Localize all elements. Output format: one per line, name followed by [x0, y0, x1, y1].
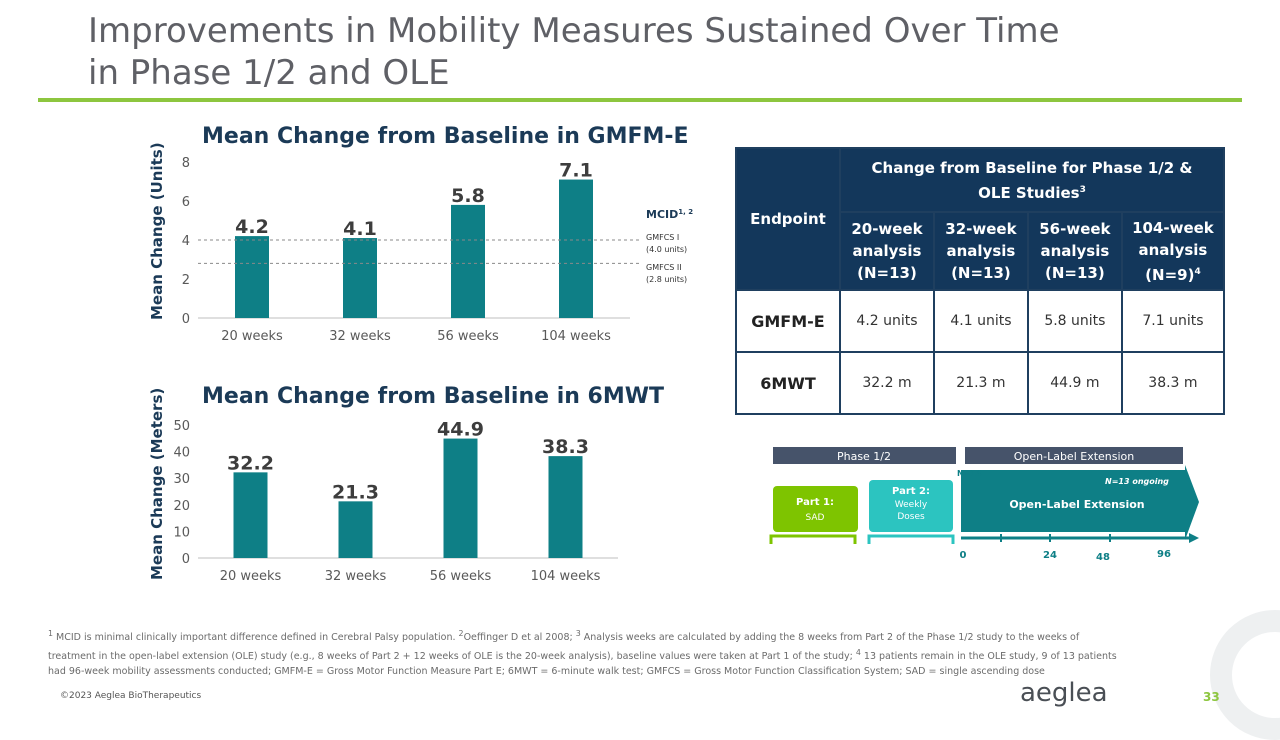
- 6mwt-data-label: 44.9: [437, 419, 484, 441]
- mcid-line-sublabel: (4.0 units): [646, 245, 687, 254]
- 6mwt-bar: [443, 438, 478, 558]
- copyright: ©2023 Aeglea BioTherapeutics: [60, 691, 202, 701]
- 6mwt-x-tick: 32 weeks: [325, 569, 387, 584]
- 6mwt-bar: [233, 472, 268, 558]
- 6mwt-bar-chart: 0 10 20 30 40 50 32.2 20 weeks 21.3 32 weeks 44.9 5…: [173, 419, 618, 584]
- column-header: 20-week analysis (N=13): [839, 211, 935, 291]
- gmfm-e-y-tick: 2: [182, 273, 190, 288]
- row-label: 6MWT: [735, 351, 841, 415]
- ole-label-box: [965, 447, 1183, 464]
- mcid-annotation-sup: 1, 2: [678, 208, 693, 216]
- n-start-label: N=14: [957, 469, 982, 478]
- part2-title: Part 2:: [892, 486, 930, 497]
- ole-arrow: [961, 465, 1199, 540]
- gmfm-e-data-label: 5.8: [451, 185, 485, 207]
- 6mwt-bar: [548, 456, 583, 558]
- gmfm-e-bar: [343, 238, 377, 318]
- part1-bracket: [769, 534, 857, 544]
- slide-title: Improvements in Mobility Measures Sustai…: [88, 11, 1060, 93]
- table-cell: 4.2 units: [839, 289, 935, 353]
- column-header-row: 20-week analysis (N=13) 32-week analysis (N=1…: [736, 211, 1226, 291]
- gmfm-e-data-label: 4.2: [235, 216, 269, 238]
- table-cell: 21.3 m: [932, 351, 1029, 415]
- timeline-tick-96: 96: [1157, 549, 1171, 560]
- gmfm-e-data-label: 7.1: [559, 160, 593, 182]
- 6mwt-y-tick: 40: [173, 446, 190, 461]
- gmfm-e-data-label: 4.1: [343, 218, 377, 240]
- gmfm-e-y-tick: 4: [182, 234, 190, 249]
- gmfm-e-y-tick: 8: [182, 156, 190, 171]
- 6mwt-y-tick: 10: [173, 525, 190, 540]
- table-cell: 4.1 units: [932, 289, 1029, 353]
- part2-box: [869, 480, 953, 532]
- column-header: 104-week analysis (N=9)4: [1120, 211, 1226, 291]
- table-cell: 44.9 m: [1026, 351, 1123, 415]
- ole-label: Open-Label Extension: [1014, 450, 1135, 463]
- aeglea-logo: aeglea: [1020, 678, 1108, 708]
- table-cell: 32.2 m: [839, 351, 935, 415]
- 6mwt-y-tick: 30: [173, 472, 190, 487]
- gmfm-e-y-tick: 0: [182, 312, 190, 327]
- column-header: 56-week analysis (N=13): [1026, 211, 1123, 291]
- gmfm-e-bar-chart: 0 2 4 6 8 4.2 20 weeks 4.1 32 weeks 5.8 56 weeks 7.…: [182, 156, 693, 344]
- mcid-line-label: GMFCS I: [646, 233, 679, 242]
- gmfm-e-bar: [559, 179, 593, 318]
- 6mwt-data-label: 32.2: [227, 452, 274, 474]
- mcid-line-label: GMFCS II: [646, 263, 682, 272]
- 6mwt-data-label: 21.3: [332, 481, 379, 503]
- n-ongoing-label: N=13 ongoing: [1105, 477, 1169, 486]
- gmfm-e-bar: [235, 236, 269, 318]
- mcid-line-sublabel: (2.8 units): [646, 275, 687, 284]
- ole-axis-arrowhead: [1189, 533, 1199, 543]
- 6mwt-x-tick: 20 weeks: [220, 569, 282, 584]
- part1-sub: SAD: [806, 513, 825, 523]
- 6mwt-bar: [338, 501, 373, 558]
- 6mwt-x-tick: 104 weeks: [531, 569, 601, 584]
- study-timeline-diagram: Phase 1/2 Open-Label Extension Part 1: S…: [769, 447, 1199, 563]
- endpoint-header: Endpoint: [735, 147, 841, 291]
- chart-title-gmfm-e: Mean Change from Baseline in GMFM-E: [202, 124, 689, 149]
- gmfm-e-x-tick: 32 weeks: [329, 329, 391, 344]
- gmfm-e-bar: [451, 204, 485, 318]
- phase-label-box: [773, 447, 956, 464]
- part1-title: Part 1:: [796, 497, 834, 508]
- part1-box: [773, 486, 858, 532]
- part2-sub-1: Weekly: [895, 500, 928, 510]
- gmfm-e-x-tick: 56 weeks: [437, 329, 499, 344]
- chart-title-6mwt: Mean Change from Baseline in 6MWT: [202, 384, 665, 409]
- table-cell: 38.3 m: [1120, 351, 1226, 415]
- mcid-annotation: MCID1, 2: [646, 208, 693, 221]
- column-header: 32-week analysis (N=13): [932, 211, 1029, 291]
- 6mwt-y-tick: 50: [173, 419, 190, 434]
- timeline-tick-0: 0: [960, 550, 967, 561]
- table-cell: 5.8 units: [1026, 289, 1123, 353]
- gmfm-e-x-tick: 104 weeks: [541, 329, 611, 344]
- row-label: GMFM-E: [735, 289, 841, 353]
- table-row: 6MWT 32.2 m 21.3 m 44.9 m 38.3 m: [735, 351, 1226, 415]
- 6mwt-y-tick: 0: [182, 552, 190, 567]
- gmfm-e-x-tick: 20 weeks: [221, 329, 283, 344]
- 6mwt-data-label: 38.3: [542, 436, 589, 458]
- arrow-label: Open-Label Extension: [1009, 498, 1144, 511]
- part2-sub-2: Doses: [897, 512, 925, 522]
- 6mwt-y-tick: 20: [173, 499, 190, 514]
- group-header: Change from Baseline for Phase 1/2 & OLE…: [839, 147, 1225, 213]
- page-number: 33: [1203, 690, 1220, 704]
- endpoint-table: Endpoint Change from Baseline for Phase …: [735, 147, 1226, 415]
- timeline-tick-48: 48: [1096, 552, 1110, 563]
- title-divider: [38, 98, 1242, 102]
- phase-label: Phase 1/2: [837, 450, 891, 463]
- table-row: GMFM-E 4.2 units 4.1 units 5.8 units 7.1 uni…: [735, 289, 1226, 353]
- part2-bracket: [867, 534, 955, 544]
- 6mwt-x-tick: 56 weeks: [430, 569, 492, 584]
- decorative-swoosh: [1210, 610, 1280, 740]
- table-cell: 7.1 units: [1120, 289, 1226, 353]
- footnote: 1 MCID is minimal clinically important d…: [48, 629, 1117, 678]
- timeline-tick-24: 24: [1043, 550, 1057, 561]
- gmfm-e-y-tick: 6: [182, 195, 190, 210]
